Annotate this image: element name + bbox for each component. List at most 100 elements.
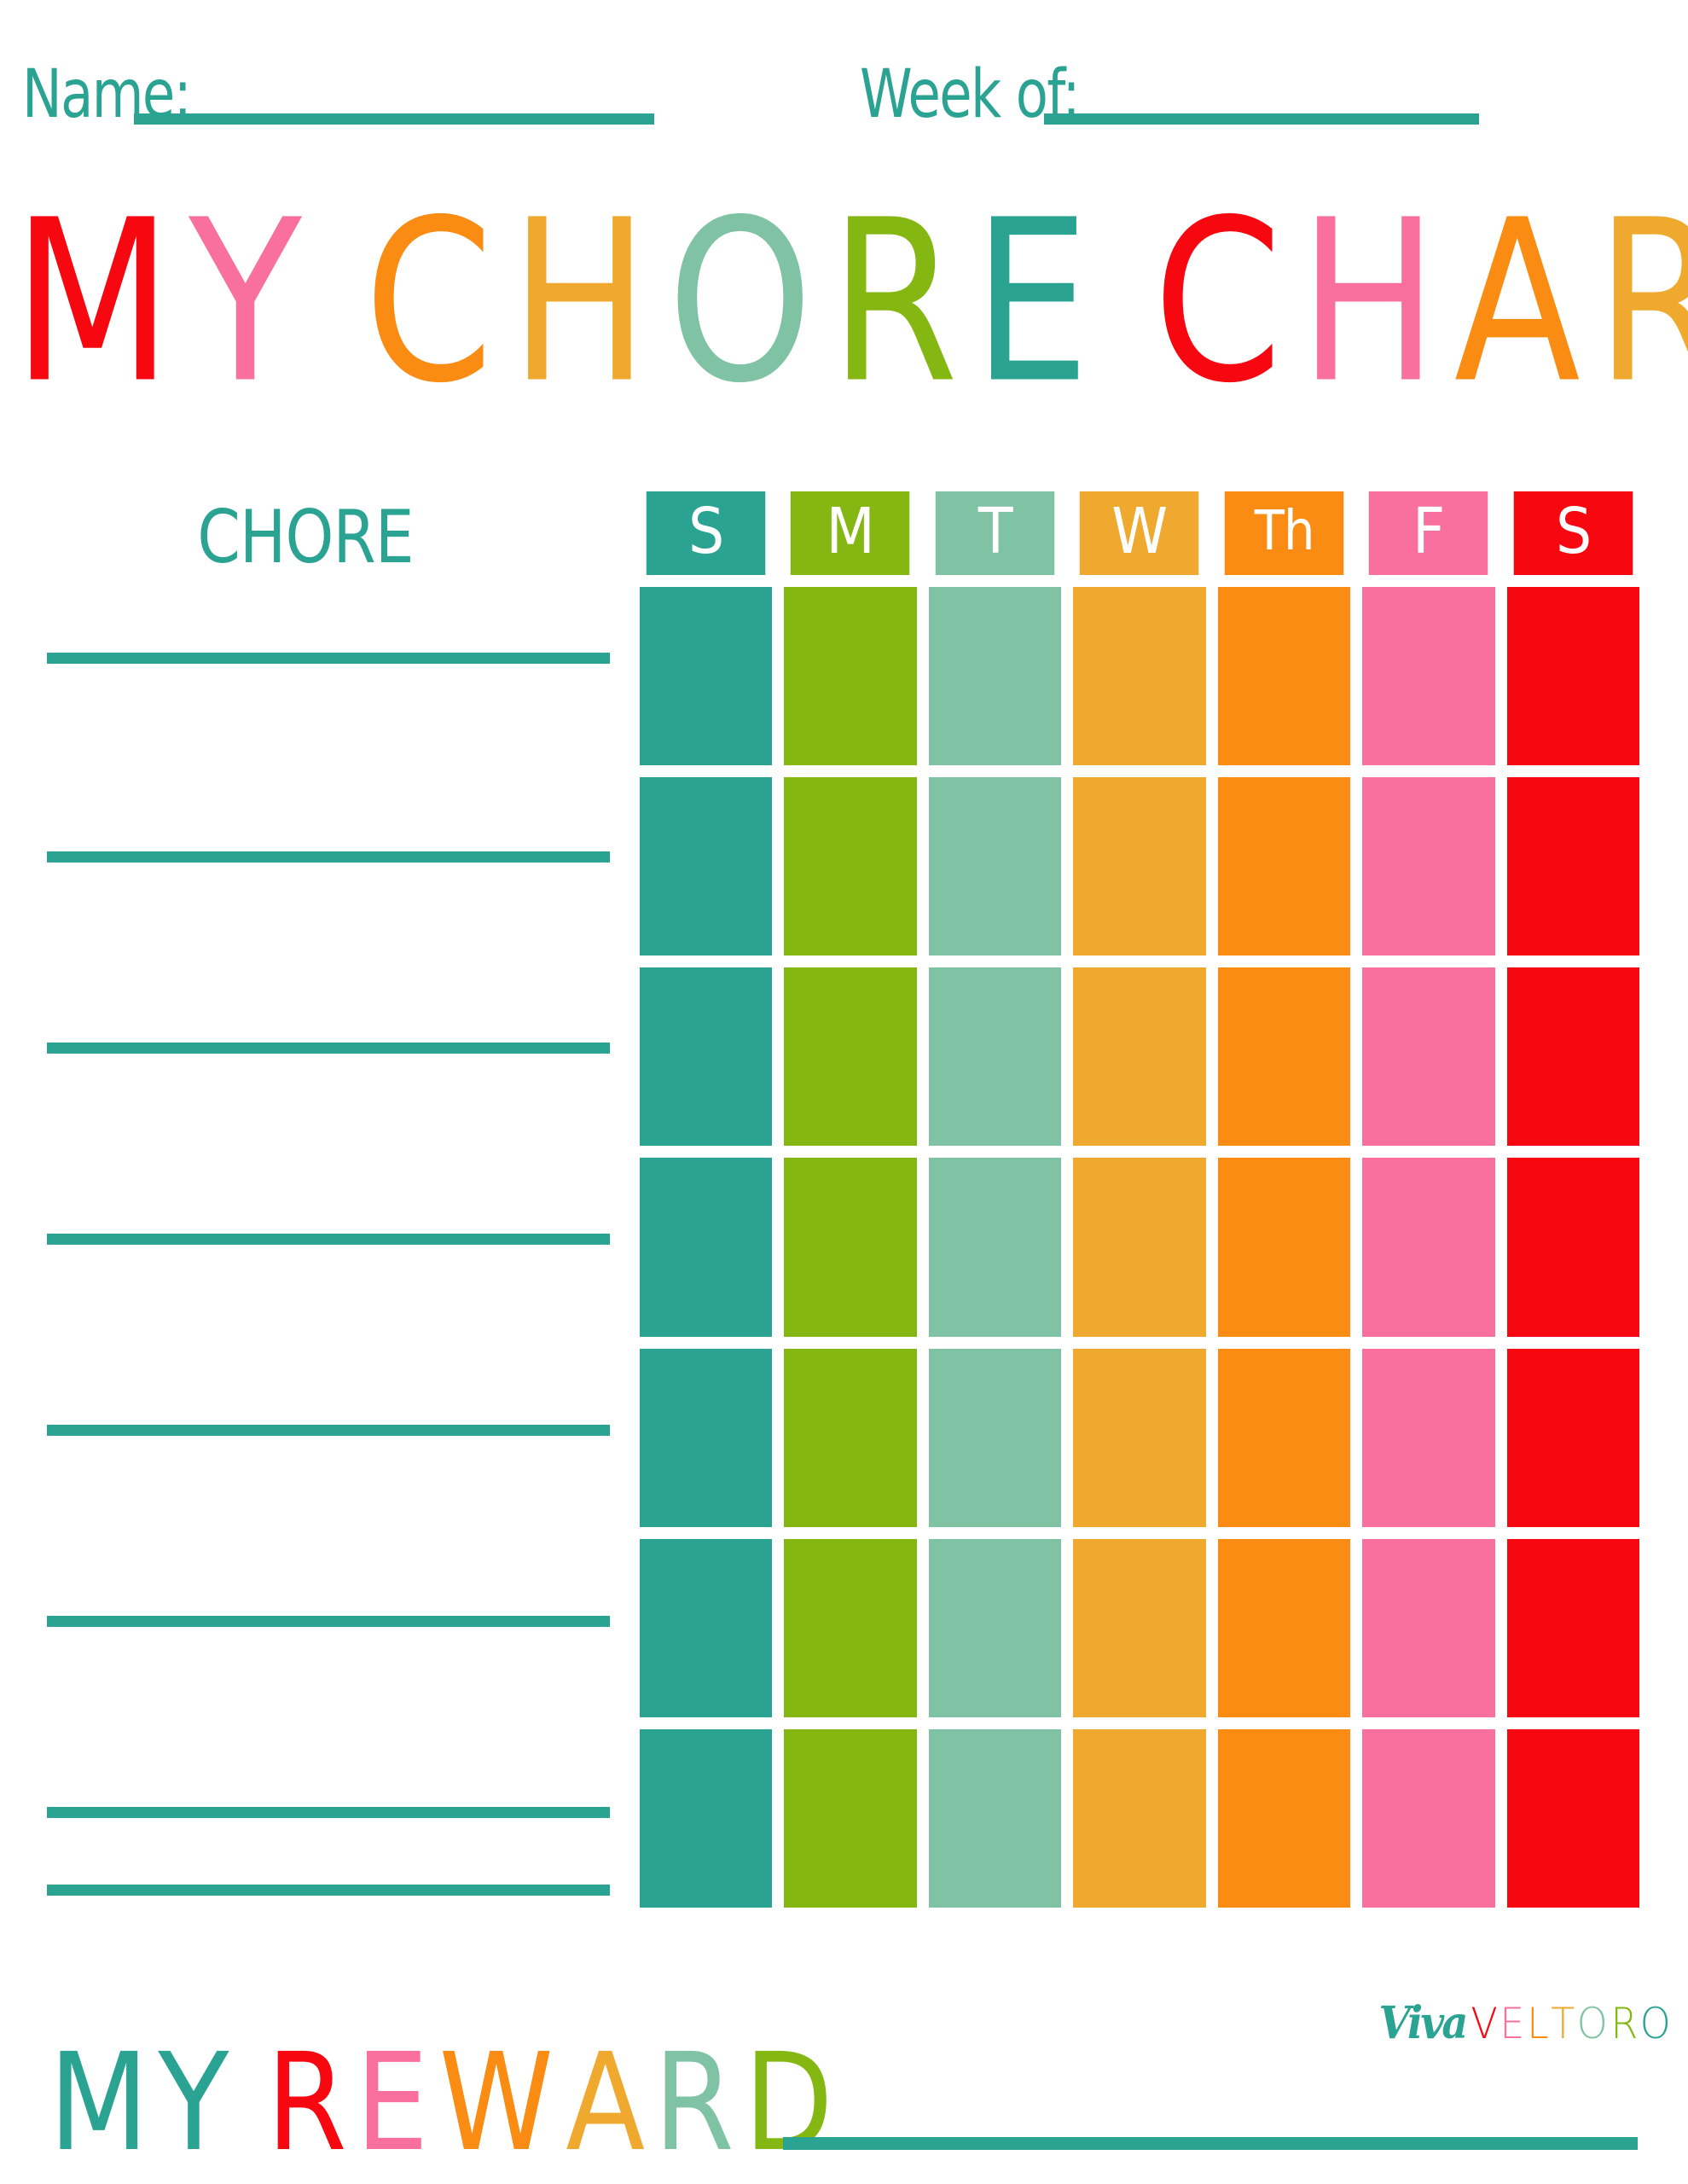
week-of-input-line[interactable]: [1044, 113, 1480, 125]
chore-write-line-7[interactable]: [47, 1807, 610, 1818]
chore-cell-r5-thursday[interactable]: [1217, 1348, 1351, 1527]
reward-letter-3: R: [266, 2024, 346, 2181]
chore-cell-r5-friday[interactable]: [1362, 1348, 1495, 1527]
chore-cell-r7-thursday[interactable]: [1217, 1728, 1351, 1908]
viva-veltoro-logo[interactable]: Viva VELTORO: [1375, 2001, 1673, 2046]
chore-cell-r1-wednesday[interactable]: [1073, 587, 1206, 766]
chore-cell-r1-thursday[interactable]: [1217, 587, 1351, 766]
chore-column-header: CHORE: [197, 495, 414, 580]
chore-cell-r5-monday[interactable]: [784, 1348, 917, 1527]
chore-cell-r5-tuesday[interactable]: [928, 1348, 1062, 1527]
title-letter-11: A: [1453, 172, 1581, 433]
chore-cell-r2-sunday[interactable]: [640, 777, 773, 956]
chore-cell-r4-friday[interactable]: [1362, 1158, 1495, 1337]
name-label: Name:: [22, 56, 192, 133]
chore-cell-r2-monday[interactable]: [784, 777, 917, 956]
chore-cell-r1-tuesday[interactable]: [928, 587, 1062, 766]
chore-write-line-2[interactable]: [47, 851, 610, 863]
chore-cell-r7-monday[interactable]: [784, 1728, 917, 1908]
page-title: MYCHORECHART: [0, 190, 1688, 414]
chore-cell-r2-thursday[interactable]: [1217, 777, 1351, 956]
reward-letter-5: W: [439, 2024, 554, 2181]
logo-letter-2: L: [1527, 1999, 1549, 2048]
chore-cell-r6-monday[interactable]: [784, 1538, 917, 1717]
chore-cell-r7-friday[interactable]: [1362, 1728, 1495, 1908]
day-header-tuesday: T: [935, 491, 1055, 575]
reward-letter-6: A: [565, 2024, 645, 2181]
title-letter-6: R: [830, 172, 959, 433]
title-letter-4: H: [510, 172, 649, 433]
chore-cell-r1-saturday[interactable]: [1506, 587, 1639, 766]
chore-write-line-5[interactable]: [47, 1425, 610, 1436]
chore-cell-r6-sunday[interactable]: [640, 1538, 773, 1717]
title-letter-7: E: [973, 172, 1090, 433]
chore-cell-r1-friday[interactable]: [1362, 587, 1495, 766]
chore-cell-r6-friday[interactable]: [1362, 1538, 1495, 1717]
meta-row: Name: Week of:: [0, 31, 1688, 133]
chore-cell-r3-saturday[interactable]: [1506, 967, 1639, 1147]
chore-write-line-4[interactable]: [47, 1234, 610, 1245]
logo-script-word: Viva: [1378, 1997, 1468, 2049]
reward-letter-4: E: [355, 2024, 428, 2181]
chore-cell-r2-saturday[interactable]: [1506, 777, 1639, 956]
chart-body: CHORE S M T W Th F S: [0, 491, 1688, 1908]
day-header-saturday: S: [1513, 491, 1633, 575]
chore-cell-r4-saturday[interactable]: [1506, 1158, 1639, 1337]
chore-cell-r1-monday[interactable]: [784, 587, 917, 766]
day-header-friday: F: [1368, 491, 1488, 575]
day-header-sunday: S: [646, 491, 766, 575]
reward-letter-1: Y: [158, 2024, 229, 2181]
chore-cell-r2-wednesday[interactable]: [1073, 777, 1206, 956]
chore-write-line-6[interactable]: [47, 1616, 610, 1627]
reward-input-line[interactable]: [783, 2137, 1638, 2150]
chore-cell-r3-tuesday[interactable]: [928, 967, 1062, 1147]
chore-cell-r7-tuesday[interactable]: [928, 1728, 1062, 1908]
chore-cell-r5-saturday[interactable]: [1506, 1348, 1639, 1527]
chore-cell-r6-tuesday[interactable]: [928, 1538, 1062, 1717]
chore-cell-r7-sunday[interactable]: [640, 1728, 773, 1908]
chore-write-line-3[interactable]: [47, 1043, 610, 1054]
chore-cell-r3-thursday[interactable]: [1217, 967, 1351, 1147]
day-header-thursday: Th: [1224, 491, 1344, 575]
chore-cell-r3-wednesday[interactable]: [1073, 967, 1206, 1147]
title-letter-0: M: [12, 172, 172, 433]
chore-cell-r5-wednesday[interactable]: [1073, 1348, 1206, 1527]
chore-cell-r7-saturday[interactable]: [1506, 1728, 1639, 1908]
logo-letter-6: O: [1639, 1999, 1672, 2048]
chore-cell-r2-friday[interactable]: [1362, 777, 1495, 956]
chore-cell-r6-thursday[interactable]: [1217, 1538, 1351, 1717]
day-header-monday: M: [791, 491, 911, 575]
chore-cell-r4-wednesday[interactable]: [1073, 1158, 1206, 1337]
chore-write-line-1[interactable]: [47, 653, 610, 664]
chore-column: CHORE: [0, 491, 631, 1908]
logo-letter-0: V: [1470, 1999, 1498, 2048]
chore-cell-r1-sunday[interactable]: [640, 587, 773, 766]
chore-cell-r2-tuesday[interactable]: [928, 777, 1062, 956]
chore-cell-r3-monday[interactable]: [784, 967, 917, 1147]
name-input-line[interactable]: [134, 113, 655, 125]
logo-letter-1: E: [1499, 1999, 1525, 2048]
chore-cell-r4-monday[interactable]: [784, 1158, 917, 1337]
chore-cell-r5-sunday[interactable]: [640, 1348, 773, 1527]
logo-letter-5: R: [1610, 1999, 1639, 2048]
chore-write-line-8[interactable]: [47, 1885, 610, 1896]
reward-label: MY RE W ARD: [41, 2024, 836, 2181]
chore-cell-r4-tuesday[interactable]: [928, 1158, 1062, 1337]
reward-letter-7: R: [653, 2024, 734, 2181]
logo-letter-3: T: [1550, 1999, 1575, 2048]
chore-cell-r4-sunday[interactable]: [640, 1158, 773, 1337]
chore-cell-r3-friday[interactable]: [1362, 967, 1495, 1147]
chore-cell-r6-saturday[interactable]: [1506, 1538, 1639, 1717]
title-letter-9: C: [1152, 172, 1281, 433]
logo-letter-4: O: [1576, 1999, 1609, 2048]
chore-cell-r3-sunday[interactable]: [640, 967, 773, 1147]
chore-cell-r4-thursday[interactable]: [1217, 1158, 1351, 1337]
title-letter-1: Y: [189, 172, 302, 433]
chore-cell-r7-wednesday[interactable]: [1073, 1728, 1206, 1908]
chore-cell-r6-wednesday[interactable]: [1073, 1538, 1206, 1717]
week-of-field-group: Week of:: [860, 31, 1480, 133]
title-letter-12: R: [1596, 190, 1688, 414]
day-grid: S M T W Th F S: [640, 491, 1639, 1908]
week-of-label: Week of:: [860, 56, 1081, 133]
